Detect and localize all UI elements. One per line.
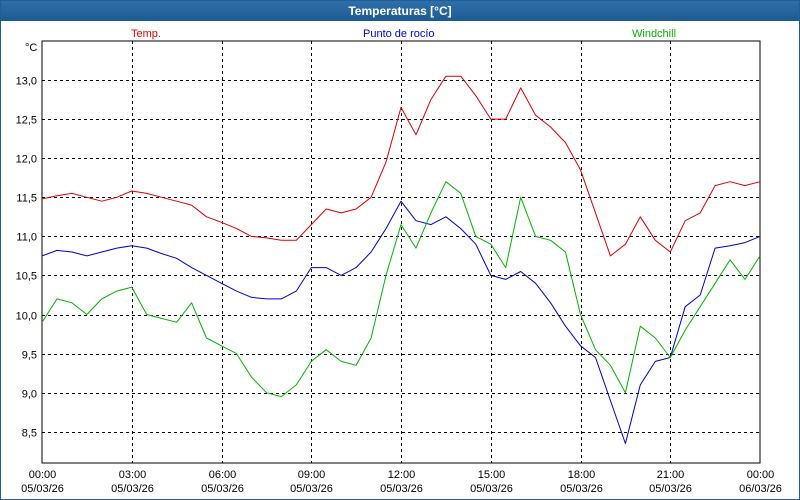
temperature-chart: 13,0 12,5 12,0 11,5 11,0 10,5 10,0 9,5 9,0 8,5 00:…: [16, 28, 782, 496]
y-tick-label: 12,0: [16, 154, 37, 166]
series-line-temp: [41, 75, 761, 257]
series-layer: [41, 75, 761, 444]
x-tick-time-label: 15:00: [478, 469, 506, 481]
x-tick-date-label: 05/03/26: [201, 483, 244, 495]
series-line-windchill: [41, 181, 761, 398]
y-tick-label: 10,0: [16, 311, 37, 323]
y-tick-label: 10,5: [16, 271, 37, 283]
legend-dew-point: Punto de rocío: [363, 28, 435, 40]
y-tick-label: 11,0: [16, 232, 37, 244]
grid-layer: [41, 40, 761, 464]
x-tick-time-label: 06:00: [209, 469, 237, 481]
x-tick-date-label: 05/03/26: [649, 483, 692, 495]
axis-labels-layer: 13,0 12,5 12,0 11,5 11,0 10,5 10,0 9,5 9,0 8,5 00:…: [16, 76, 782, 496]
x-tick-date-label: 05/03/26: [560, 483, 603, 495]
x-tick-time-label: 03:00: [119, 469, 147, 481]
x-tick-date-label: 05/03/26: [290, 483, 333, 495]
y-tick-label: 8,5: [22, 428, 37, 440]
y-tick-label: 9,0: [22, 389, 37, 401]
x-tick-date-label: 05/03/26: [380, 483, 423, 495]
y-tick-label: 11,5: [16, 193, 37, 205]
x-tick-time-label: 21:00: [657, 469, 685, 481]
chart-title: Temperaturas [°C]: [1, 1, 799, 21]
x-tick-date-label: 05/03/26: [111, 483, 154, 495]
series-line-dew: [41, 200, 761, 444]
x-tick-time-label: 00:00: [29, 469, 57, 481]
x-tick-date-label: 05/03/26: [21, 483, 64, 495]
x-tick-time-label: 09:00: [298, 469, 326, 481]
x-tick-time-label: 00:00: [747, 469, 775, 481]
legend-windchill: Windchill: [632, 28, 676, 40]
y-tick-label: 12,5: [16, 115, 37, 127]
x-tick-time-label: 12:00: [388, 469, 416, 481]
y-tick-label: 9,5: [22, 350, 37, 362]
x-tick-time-label: 18:00: [568, 469, 596, 481]
x-tick-date-label: 06/03/26: [739, 483, 782, 495]
x-tick-date-label: 05/03/26: [470, 483, 513, 495]
y-axis-unit-label: °C: [25, 42, 37, 54]
y-tick-label: 13,0: [16, 76, 37, 88]
legend-temp: Temp.: [131, 28, 161, 40]
